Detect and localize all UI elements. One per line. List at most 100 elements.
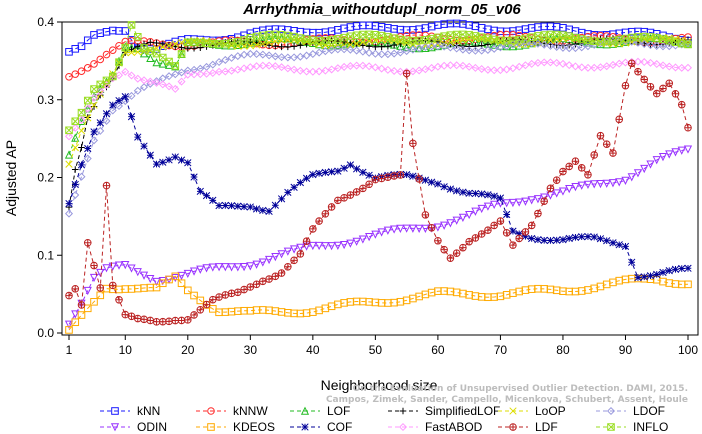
legend-item-simplifiedlof: SimplifiedLOF	[388, 404, 500, 418]
data-point	[508, 64, 517, 73]
data-point	[471, 234, 480, 242]
data-point	[577, 43, 586, 52]
data-point	[265, 275, 273, 283]
data-point	[433, 62, 442, 71]
data-point	[415, 175, 423, 183]
data-point	[427, 42, 436, 51]
data-point	[183, 66, 192, 75]
data-point	[121, 260, 130, 270]
data-point	[271, 37, 279, 45]
data-point	[333, 45, 342, 54]
data-point	[102, 264, 111, 273]
data-point	[246, 63, 255, 72]
data-point	[433, 42, 442, 51]
data-point	[465, 237, 473, 246]
data-point	[64, 209, 74, 218]
data-point	[296, 250, 305, 258]
x-axis-label: Neighborhood size	[321, 377, 438, 393]
data-point	[478, 35, 486, 43]
data-point	[246, 42, 254, 50]
data-point	[509, 36, 517, 45]
data-point	[684, 40, 692, 49]
data-point	[527, 33, 536, 42]
data-point	[290, 256, 298, 265]
data-point	[96, 80, 105, 89]
data-point	[196, 296, 205, 305]
data-point	[427, 34, 436, 43]
data-point	[558, 59, 567, 68]
data-point	[565, 162, 574, 171]
data-point	[233, 65, 242, 74]
data-point	[390, 36, 398, 45]
data-point	[515, 234, 523, 243]
data-point	[334, 167, 342, 175]
data-point	[152, 77, 161, 86]
data-point	[134, 48, 142, 56]
data-point	[683, 63, 693, 72]
legend-item-cof: COF	[290, 420, 352, 434]
data-point	[171, 70, 180, 79]
data-point	[534, 209, 542, 218]
data-point	[571, 233, 580, 242]
series-line	[68, 148, 689, 325]
data-point	[378, 43, 385, 51]
data-point	[289, 245, 299, 254]
data-point	[671, 63, 680, 72]
data-point	[333, 241, 342, 250]
data-point	[127, 264, 136, 273]
data-point	[215, 58, 224, 67]
data-point	[565, 44, 574, 53]
data-point	[372, 43, 379, 51]
data-point	[177, 156, 186, 164]
data-point	[653, 270, 661, 279]
data-point	[165, 82, 174, 91]
data-point	[346, 62, 355, 71]
series-ldof	[64, 36, 693, 218]
legend-label: LoOP	[535, 404, 566, 418]
data-point	[521, 228, 530, 236]
data-point	[158, 277, 167, 286]
data-point	[221, 67, 230, 76]
data-point	[265, 61, 274, 70]
data-point	[146, 316, 155, 325]
data-point	[96, 55, 105, 64]
data-point	[77, 115, 86, 124]
data-point	[402, 170, 411, 179]
data-point	[315, 217, 323, 225]
data-point	[227, 263, 236, 272]
data-point	[265, 38, 273, 47]
data-point	[352, 165, 361, 173]
data-point	[190, 173, 198, 181]
data-point	[152, 49, 161, 58]
data-point	[239, 263, 249, 272]
data-point	[96, 119, 104, 127]
data-point	[90, 60, 98, 68]
data-point	[327, 65, 336, 74]
data-point	[190, 291, 198, 300]
data-point	[433, 223, 443, 232]
data-point	[502, 199, 511, 208]
data-point	[665, 150, 674, 159]
data-point	[527, 221, 536, 230]
y-tick-label: 0.0	[37, 326, 54, 340]
data-point	[259, 31, 267, 40]
data-point	[227, 41, 236, 50]
data-point	[628, 258, 636, 266]
data-point	[208, 68, 217, 78]
data-point	[290, 43, 298, 50]
data-point	[640, 39, 649, 48]
data-point	[83, 96, 92, 105]
data-point	[346, 41, 355, 49]
data-point	[646, 160, 655, 169]
data-point	[465, 62, 474, 71]
data-point	[434, 180, 442, 188]
data-point	[83, 36, 92, 45]
data-point	[127, 71, 136, 80]
data-point	[578, 233, 586, 241]
data-point	[315, 169, 323, 177]
x-tick-label: 100	[678, 343, 698, 357]
data-point	[171, 153, 179, 161]
data-point	[490, 40, 499, 49]
data-point	[102, 76, 111, 85]
data-point	[208, 60, 217, 69]
